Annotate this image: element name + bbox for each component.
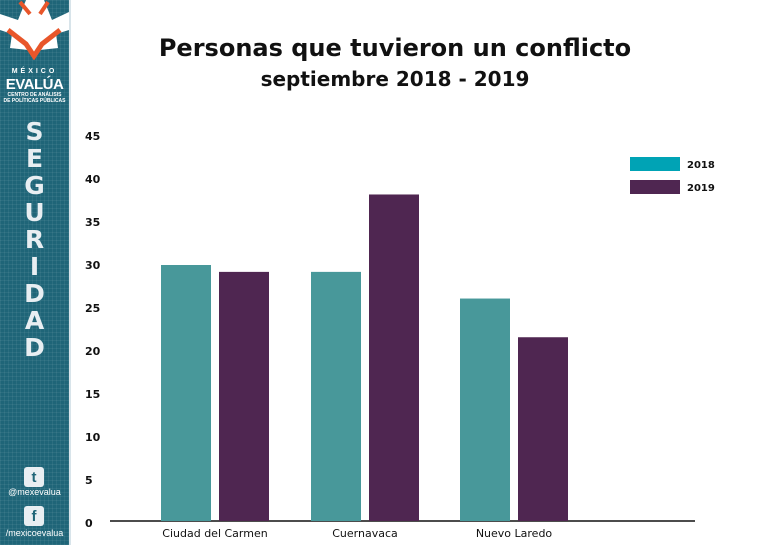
x-tick-label: Cuernavaca [332, 527, 398, 540]
y-tick-label: 10 [85, 431, 101, 444]
logo-star-icon [0, 0, 69, 60]
y-tick-label: 30 [85, 259, 101, 272]
legend-label: 2019 [687, 183, 715, 194]
bar-2018 [311, 271, 361, 521]
x-tick-label: Ciudad del Carmen [162, 527, 267, 540]
chart-title: Personas que tuvieron un conflicto [158, 34, 632, 62]
section-letter: G [24, 171, 45, 200]
y-tick-label: 5 [85, 474, 93, 487]
bar-2019 [369, 194, 419, 522]
brand-top: MÉXICO [11, 68, 58, 75]
y-tick-label: 20 [85, 345, 101, 358]
legend-swatch-2018 [630, 157, 680, 171]
legend-swatch-2019 [630, 180, 680, 194]
bar-2018 [161, 265, 211, 521]
y-tick-label: 40 [85, 173, 101, 186]
brand-subtitle-1: CENTRO DE ANÁLISIS [7, 92, 62, 98]
section-letter: I [29, 252, 40, 281]
section-letter: D [24, 333, 45, 362]
facebook-handle[interactable]: /mexicoevalua [5, 528, 64, 538]
section-letter: R [24, 225, 45, 254]
brand-subtitle-2: DE POLÍTICAS PÚBLICAS [3, 98, 66, 104]
twitter-handle[interactable]: @mexevalua [8, 487, 61, 497]
legend-label: 2018 [687, 160, 715, 171]
y-tick-label: 15 [85, 388, 100, 401]
section-letter: A [24, 306, 45, 335]
section-letter: S [25, 117, 44, 146]
y-tick-label: 45 [85, 130, 100, 143]
x-tick-label: Nuevo Laredo [476, 527, 553, 540]
chart-subtitle: septiembre 2018 - 2019 [260, 67, 530, 91]
bar-2018 [460, 298, 510, 521]
twitter-icon[interactable]: t [24, 467, 44, 487]
y-tick-label: 25 [85, 302, 100, 315]
section-letter: E [25, 144, 44, 173]
bar-2019 [219, 271, 269, 521]
sidebar: MÉXICO EVALÚA CENTRO DE ANÁLISIS DE POLÍ… [0, 0, 71, 545]
bar-2019 [518, 337, 568, 521]
section-letter: U [24, 198, 45, 227]
y-tick-label: 0 [85, 517, 93, 530]
brand-name: EVALÚA [5, 76, 64, 93]
y-tick-label: 35 [85, 216, 100, 229]
section-letter: D [24, 279, 45, 308]
facebook-icon[interactable]: f [24, 506, 44, 526]
